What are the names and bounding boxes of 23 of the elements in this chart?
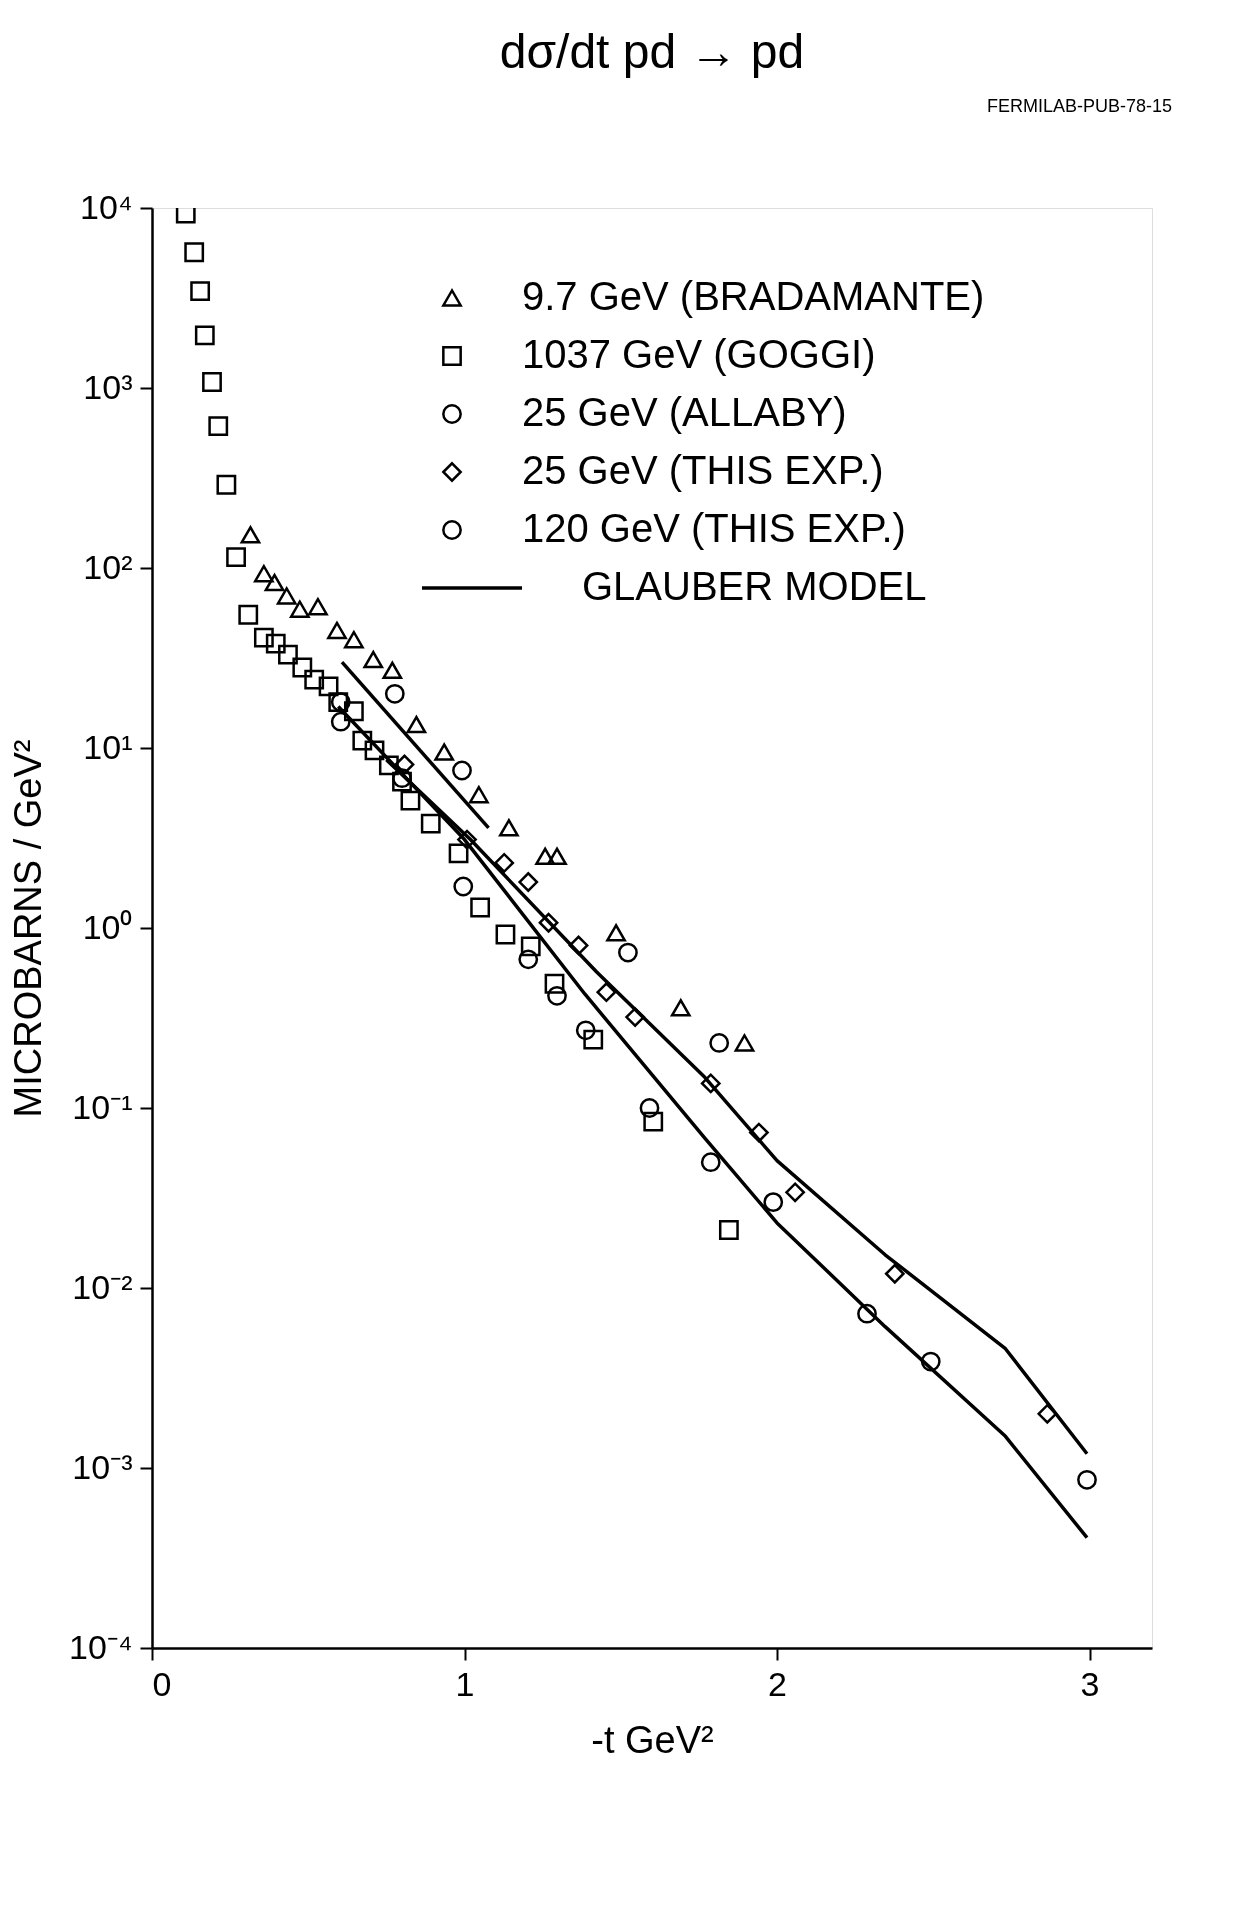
y-tick-label: 10⁻³ xyxy=(72,1447,133,1486)
y-axis-title: MICROBARNS / GeV² xyxy=(7,739,50,1118)
chart-title: dσ/dt pd → pd xyxy=(499,25,805,78)
y-tick-label: 10⁻¹ xyxy=(72,1087,133,1126)
legend-label: 9.7 GeV (BRADAMANTE) xyxy=(522,274,985,318)
y-tick-label: 10⁻² xyxy=(72,1267,133,1306)
legend-label: 25 GeV (ALLABY) xyxy=(522,390,847,434)
text: FERMILAB-PUB-78-15 xyxy=(986,96,1172,116)
y-tick-label: 10³ xyxy=(83,367,133,406)
legend-label: 25 GeV (THIS EXP.) xyxy=(522,448,884,492)
y-tick-label: 10² xyxy=(83,547,133,586)
x-tick-label: 3 xyxy=(1080,1664,1100,1703)
legend-label: 120 GeV (THIS EXP.) xyxy=(522,506,906,550)
x-tick-label: 2 xyxy=(768,1664,787,1703)
y-tick-label: 10⁴ xyxy=(80,187,133,226)
y-tick-label: 10⁻⁴ xyxy=(69,1627,133,1666)
legend-label: 1037 GeV (GOGGI) xyxy=(522,332,876,376)
x-axis-title: -t GeV² xyxy=(591,1718,714,1761)
legend-label: GLAUBER MODEL xyxy=(582,564,927,608)
x-tick-label: 0 xyxy=(152,1664,172,1703)
y-tick-label: 10¹ xyxy=(83,727,133,766)
y-tick-label: 10⁰ xyxy=(82,907,133,946)
x-tick-label: 1 xyxy=(455,1664,475,1703)
